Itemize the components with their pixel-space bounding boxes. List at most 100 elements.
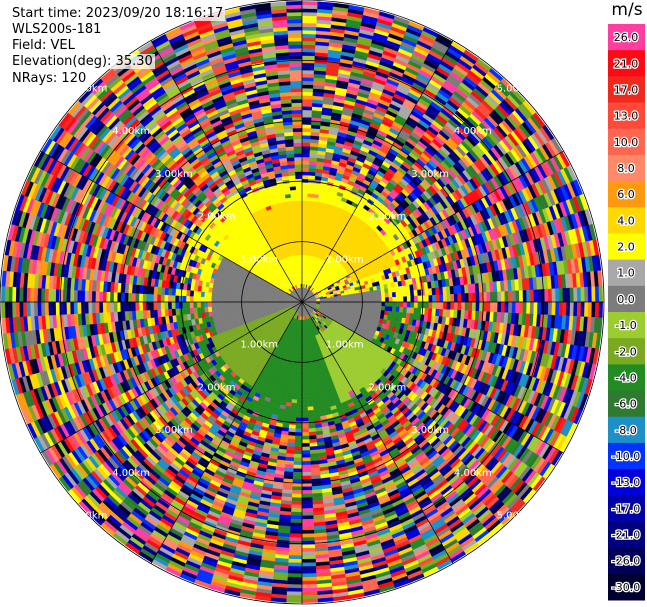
velocity-cell [301,8,318,13]
velocity-cell [450,293,455,303]
velocity-cell [551,301,556,316]
velocity-cell [301,211,307,216]
velocity-cell [576,301,582,317]
velocity-cell [301,30,317,35]
velocity-cell [304,355,309,361]
velocity-cell [428,301,433,309]
velocity-cell [308,435,317,440]
velocity-cell [301,421,309,426]
velocity-cell [392,296,397,303]
velocity-cell [301,406,308,411]
velocity-cell [301,1,318,6]
velocity-cell [301,587,318,593]
velocity-cell [388,301,393,307]
velocity-cell [304,345,308,350]
velocity-cell [301,374,307,379]
velocity-cell [373,289,378,295]
velocity-cell [303,341,307,346]
velocity-cell [301,247,305,252]
velocity-cell [309,229,314,235]
velocity-cell [301,124,312,129]
velocity-cell [301,526,315,531]
velocity-cell [301,471,312,477]
velocity-cell [308,164,317,169]
velocity-cell [417,295,422,303]
velocity-cell [301,450,311,455]
velocity-cell [301,33,317,38]
velocity-cell [435,308,440,317]
velocity-cell [594,286,600,303]
velocity-cell [306,214,312,220]
velocity-cell [399,306,404,313]
velocity-cell [544,288,549,303]
velocity-cell [355,292,360,297]
velocity-cell [584,301,589,318]
velocity-cell [308,362,313,368]
velocity-cell [438,287,444,295]
velocity-cell [395,301,400,308]
velocity-cell [301,504,313,509]
velocity-cell [301,48,316,53]
velocity-cell [573,301,578,317]
velocity-cell [500,301,506,313]
velocity-cell [301,218,307,223]
velocity-cell [580,301,585,317]
velocity-cell [306,204,313,209]
velocity-cell [301,200,308,205]
velocity-cell [301,392,308,397]
velocity-cell [366,301,372,306]
velocity-cell [301,562,316,567]
velocity-cell [439,301,444,310]
velocity-cell [584,286,589,303]
ppi-plot: 1.00km2.00km3.00km4.00km5.00km1.00km2.00… [0,0,605,605]
velocity-cell [298,363,303,368]
velocity-cell [301,44,316,49]
velocity-cell [301,11,318,17]
velocity-cell [301,138,311,143]
velocity-cell [301,432,310,437]
velocity-cell [301,522,314,527]
velocity-cell [301,204,308,209]
velocity-cell [301,37,316,42]
velocity-cell [306,399,313,404]
velocity-cell [558,301,564,316]
velocity-cell [450,301,455,311]
velocity-cell [301,410,309,415]
velocity-cell [303,337,307,342]
velocity-cell [504,301,509,313]
velocity-cell [301,446,310,451]
velocity-cell [391,292,397,298]
velocity-cell [301,254,305,259]
velocity-cell [515,290,520,303]
velocity-cell [576,287,582,303]
velocity-cell [406,290,411,297]
velocity-cell [377,301,382,307]
velocity-cell [370,305,375,310]
velocity-cell [424,295,429,303]
velocity-cell [301,540,315,545]
velocity-cell [301,4,318,10]
velocity-cell [301,55,316,60]
velocity-cell [348,299,353,303]
velocity-cell [306,395,313,400]
velocity-cell [301,366,306,372]
velocity-cell [301,533,315,538]
velocity-cell [461,293,466,303]
velocity-cell [301,475,312,480]
velocity-cell [345,299,350,303]
velocity-cell [453,293,458,303]
velocity-cell [417,301,422,309]
velocity-cell [569,287,574,303]
velocity-cell [461,301,466,311]
velocity-cell [591,301,596,318]
velocity-cell [301,435,310,440]
velocity-cell [566,301,571,317]
velocity-cell [301,15,318,20]
velocity-cell [562,288,567,303]
velocity-cell [348,301,353,305]
velocity-cell [413,307,418,315]
velocity-cell [569,301,574,317]
velocity-cell [352,301,357,305]
velocity-cell [439,294,444,303]
velocity-cell [337,297,342,301]
